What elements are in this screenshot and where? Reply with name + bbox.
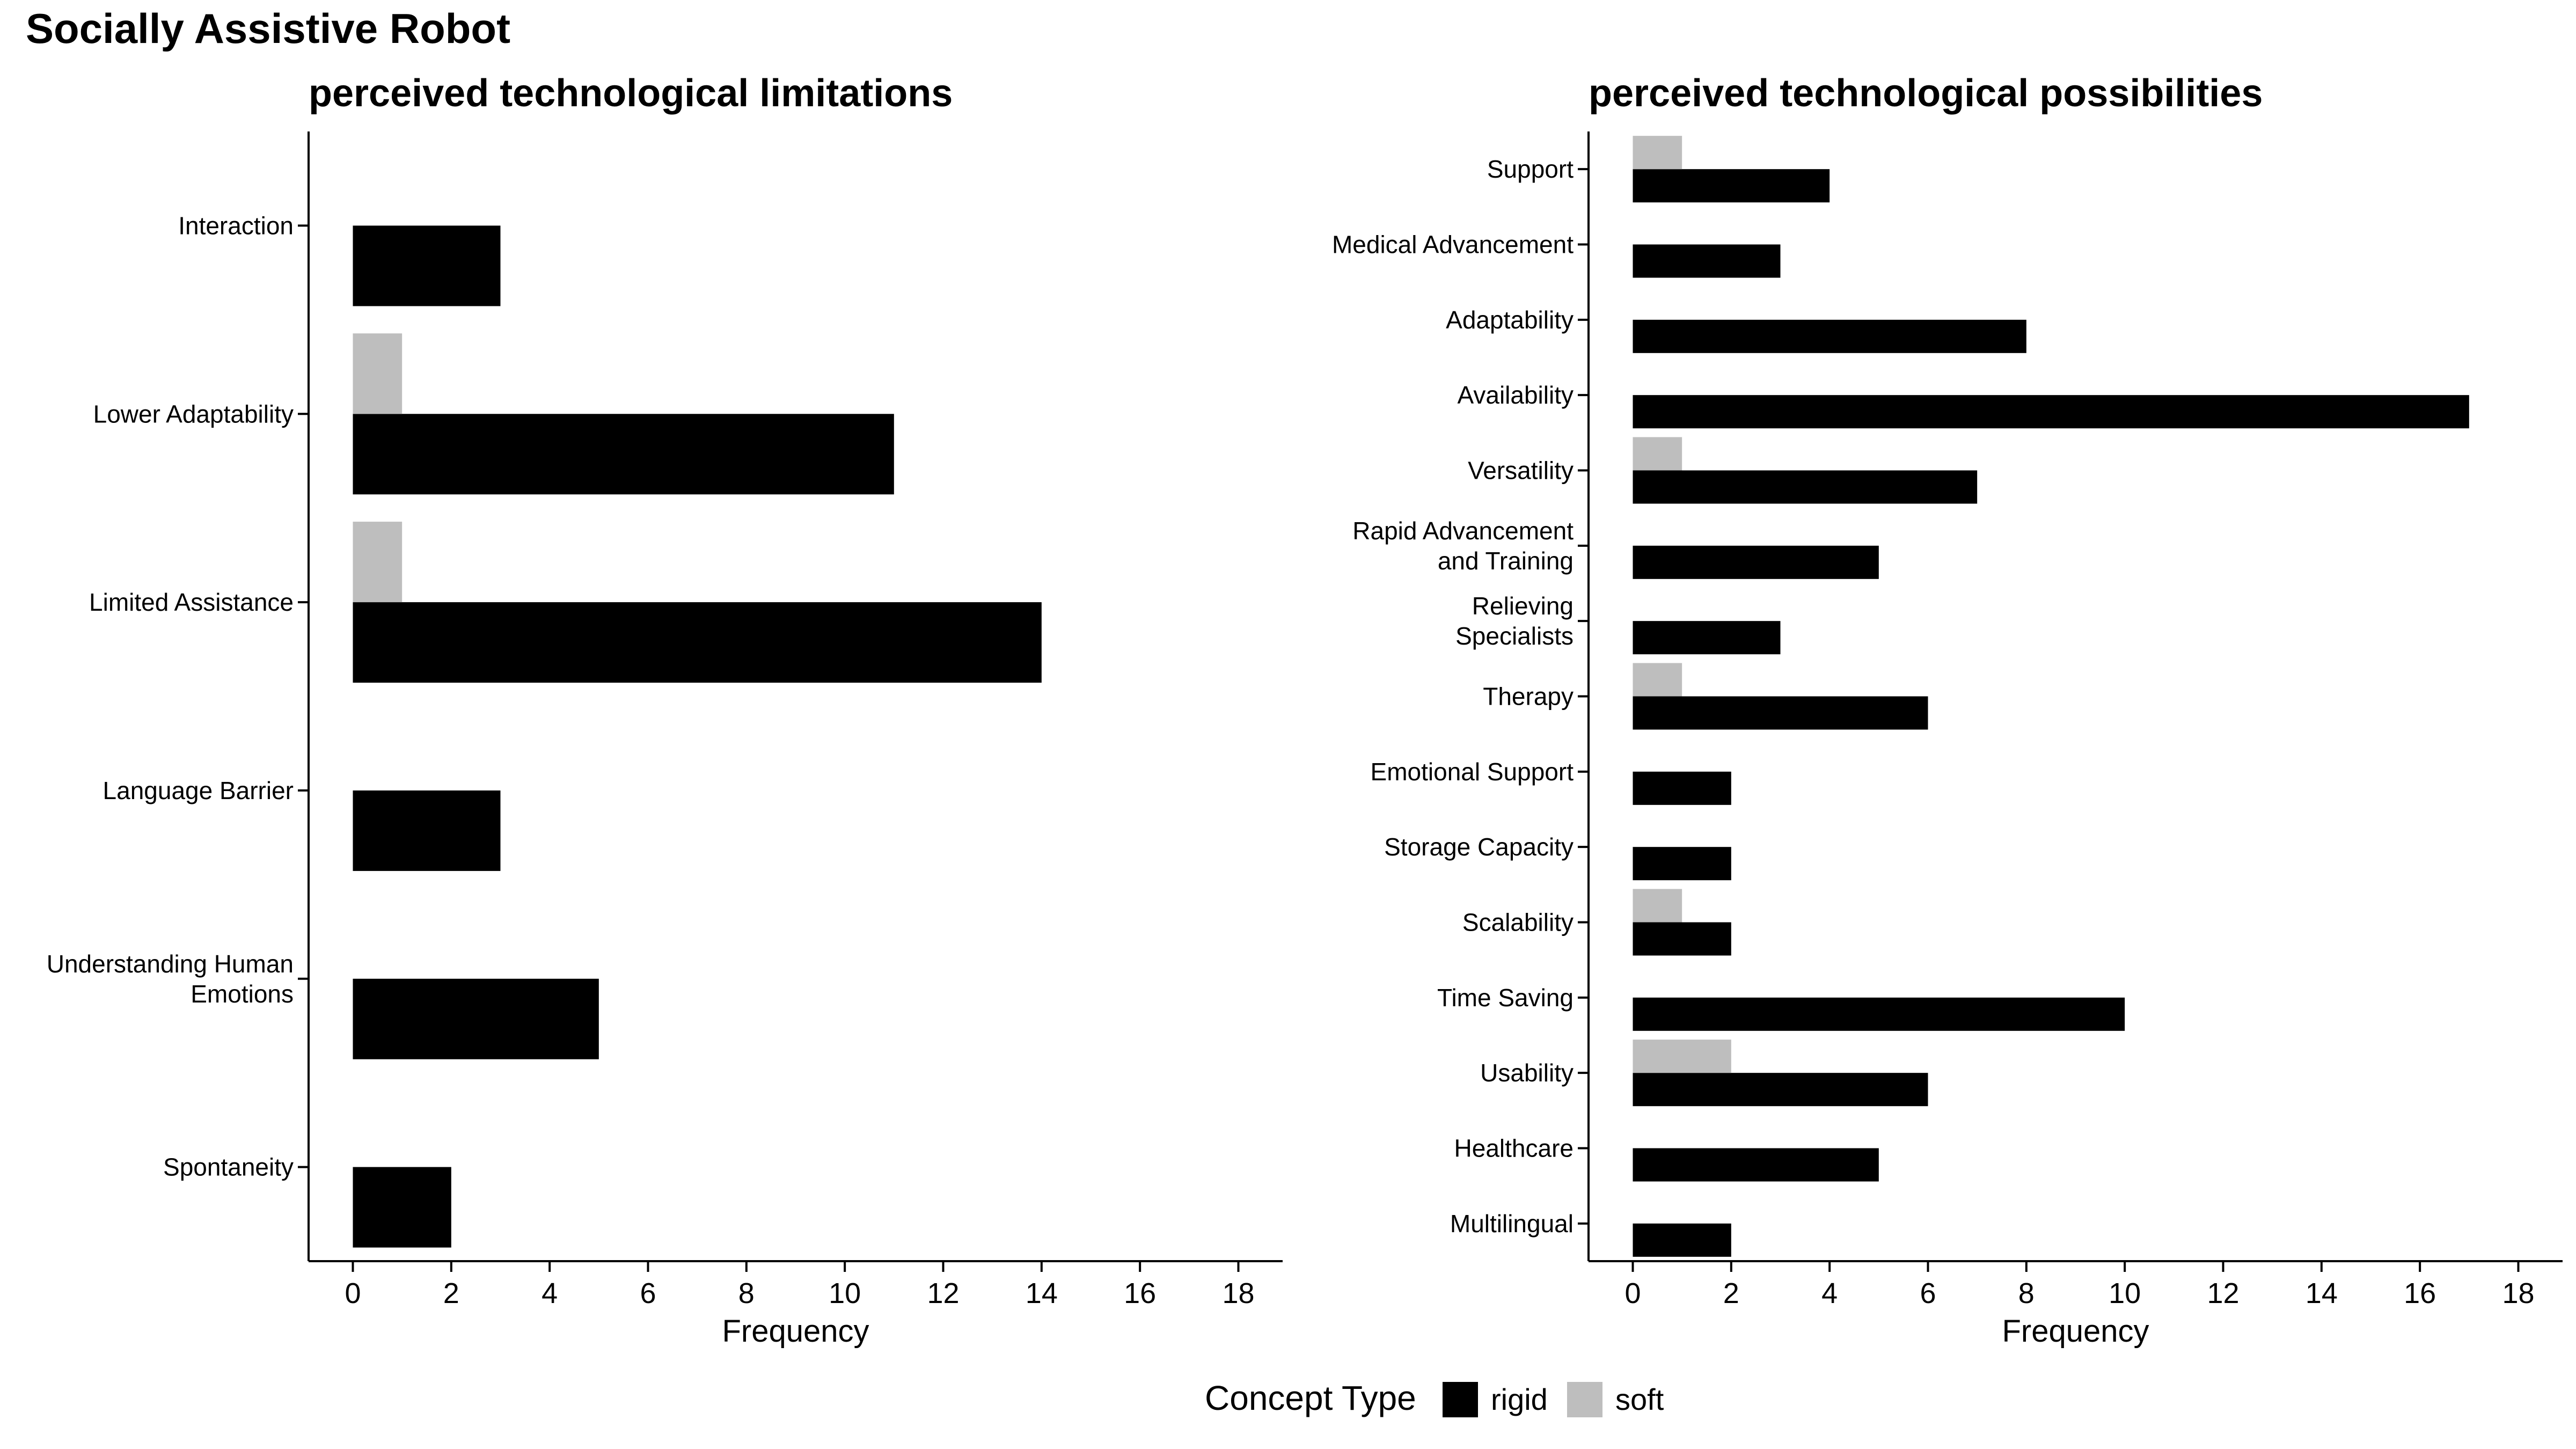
bar-rigid-interaction — [353, 225, 501, 306]
legend-swatch-rigid — [1443, 1382, 1478, 1417]
x-tick-label: 18 — [2502, 1277, 2534, 1309]
x-tick-label: 16 — [1124, 1277, 1156, 1309]
panel-possibilities: 0 2 4 6 8 10 12 14 16 18 Frequency Support Medical A… — [1332, 131, 2563, 1349]
bar-rigid-limited-assistance — [353, 602, 1042, 683]
category-label-limited-assistance: Limited Assistance — [89, 588, 294, 616]
bar-soft-scalability — [1633, 889, 1682, 923]
bar-soft-lower-adaptability — [353, 333, 402, 414]
bar-rigid-adaptability — [1633, 319, 2026, 353]
x-tick-label: 2 — [1723, 1277, 1739, 1309]
bar-rigid-scalability — [1633, 922, 1731, 956]
bar-rigid-usability — [1633, 1073, 1928, 1107]
category-label-usability: Usability — [1480, 1059, 1574, 1087]
bar-rigid-relieving-specialists — [1633, 621, 1781, 655]
bar-rigid-language-barrier — [353, 790, 501, 871]
bar-soft-therapy — [1633, 663, 1682, 697]
legend-label-soft: soft — [1615, 1382, 1664, 1416]
category-label-rapid-advancement-and-training: Rapid Advancement and Training — [1352, 517, 1574, 575]
legend-label-rigid: rigid — [1491, 1382, 1548, 1416]
x-tick-label: 12 — [927, 1277, 959, 1309]
category-label-time-saving: Time Saving — [1437, 984, 1574, 1012]
bar-rigid-medical-advancement — [1633, 244, 1781, 278]
x-tick-label: 10 — [829, 1277, 861, 1309]
category-label-adaptability: Adaptability — [1446, 306, 1574, 334]
panel-limitations: 0 2 4 6 8 10 12 14 16 18 Frequency Interaction Lower… — [47, 131, 1283, 1349]
bar-soft-versatility — [1633, 437, 1682, 471]
x-tick-label: 0 — [1624, 1277, 1641, 1309]
x-tick-label: 4 — [1821, 1277, 1838, 1309]
bar-soft-support — [1633, 136, 1682, 170]
x-tick-label: 8 — [2018, 1277, 2035, 1309]
category-label-language-barrier: Language Barrier — [103, 777, 294, 804]
bar-rigid-availability — [1633, 395, 2469, 429]
category-label-healthcare: Healthcare — [1454, 1135, 1574, 1162]
category-label-support: Support — [1487, 155, 1574, 183]
legend-swatch-soft — [1567, 1382, 1602, 1417]
x-tick-label: 6 — [640, 1277, 656, 1309]
category-label-relieving-specialists: Relieving Specialists — [1455, 592, 1574, 650]
legend: Concept Type rigid soft — [1205, 1379, 1664, 1417]
bar-rigid-healthcare — [1633, 1148, 1879, 1182]
x-axis-title: Frequency — [722, 1314, 869, 1349]
panel-title-possibilities: perceived technological possibilities — [1589, 72, 2263, 115]
category-label-lower-adaptability: Lower Adaptability — [93, 400, 294, 428]
bar-rigid-support — [1633, 169, 1830, 203]
bar-rigid-emotional-support — [1633, 771, 1731, 805]
x-tick-label: 16 — [2404, 1277, 2436, 1309]
category-label-interaction: Interaction — [178, 211, 294, 239]
chart-title: Socially Assistive Robot — [26, 5, 510, 52]
bar-rigid-rapid-advancement-and-training — [1633, 545, 1879, 579]
bar-rigid-spontaneity — [353, 1167, 451, 1248]
bar-soft-limited-assistance — [353, 522, 402, 603]
category-label-spontaneity: Spontaneity — [163, 1153, 294, 1181]
x-tick-label: 10 — [2109, 1277, 2141, 1309]
x-tick-label: 14 — [1026, 1277, 1058, 1309]
category-label-versatility: Versatility — [1468, 457, 1574, 485]
bar-soft-usability — [1633, 1040, 1731, 1073]
x-tick-label: 2 — [443, 1277, 459, 1309]
category-label-understanding-human-emotions: Understanding Human Emotions — [47, 950, 294, 1008]
legend-title: Concept Type — [1205, 1379, 1416, 1417]
category-label-availability: Availability — [1458, 381, 1574, 409]
bar-rigid-understanding-human-emotions — [353, 978, 599, 1059]
category-label-scalability: Scalability — [1462, 909, 1574, 936]
x-tick-label: 12 — [2207, 1277, 2239, 1309]
bar-rigid-lower-adaptability — [353, 414, 894, 495]
panel-title-limitations: perceived technological limitations — [309, 72, 953, 115]
x-tick-label: 14 — [2306, 1277, 2338, 1309]
x-axis-title: Frequency — [2002, 1314, 2149, 1349]
category-label-therapy: Therapy — [1483, 683, 1574, 711]
category-label-multilingual: Multilingual — [1450, 1210, 1574, 1238]
bar-rigid-multilingual — [1633, 1223, 1731, 1257]
x-tick-label: 8 — [738, 1277, 755, 1309]
category-label-emotional-support: Emotional Support — [1371, 758, 1574, 786]
bar-rigid-therapy — [1633, 696, 1928, 730]
bar-rigid-versatility — [1633, 470, 1978, 504]
x-tick-label: 4 — [541, 1277, 558, 1309]
bar-rigid-time-saving — [1633, 997, 2125, 1031]
x-tick-label: 0 — [345, 1277, 361, 1309]
category-label-medical-advancement: Medical Advancement — [1332, 231, 1574, 259]
x-tick-label: 18 — [1222, 1277, 1254, 1309]
bar-rigid-storage-capacity — [1633, 847, 1731, 881]
category-label-storage-capacity: Storage Capacity — [1384, 833, 1574, 861]
x-tick-label: 6 — [1920, 1277, 1936, 1309]
